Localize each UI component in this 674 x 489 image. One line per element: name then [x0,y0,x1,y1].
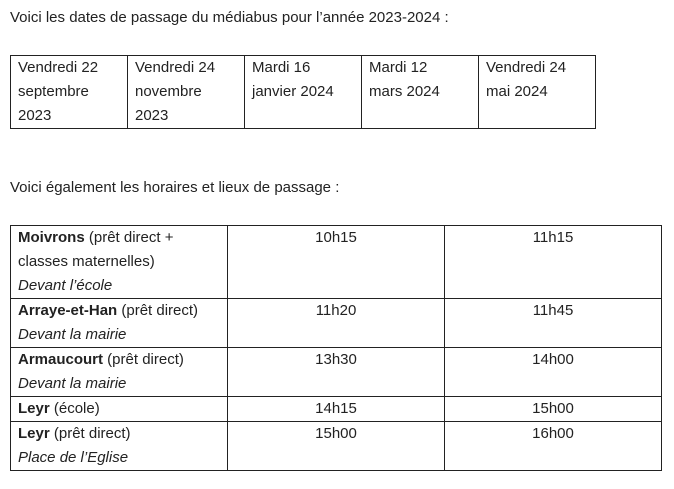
date-cell: Vendredi 24 mai 2024 [478,55,596,129]
dates-intro: Voici les dates de passage du médiabus p… [10,9,449,26]
arrival-time: 14h15 [227,396,445,422]
arrival-time: 15h00 [227,421,445,471]
place-cell: Leyr (école) [10,396,228,422]
arrival-time: 10h15 [227,225,445,299]
place-name: Leyr [18,425,50,442]
departure-time: 14h00 [444,347,662,397]
date-line: mars 2024 [369,83,440,100]
table-row: Leyr (prêt direct) Place de l’Eglise 15h0… [10,421,662,471]
place-type: (prêt direct) [103,351,184,368]
departure-time: 11h15 [444,225,662,299]
place-cell: Armaucourt (prêt direct) Devant la mairie [10,347,228,397]
table-row: Arraye-et-Han (prêt direct) Devant la mai… [10,298,662,348]
dates-row: Vendredi 22 septembre 2023 Vendredi 24 nove… [10,55,596,129]
date-line: 2023 [135,107,169,124]
place-cell: Leyr (prêt direct) Place de l’Eglise [10,421,228,471]
place-location: Devant l’école [18,277,113,294]
schedule-table: Moivrons (prêt direct + classes maternel… [10,225,662,471]
place-name: Arraye-et-Han [18,302,118,319]
departure-time: 11h45 [444,298,662,348]
date-line: Vendredi 24 [135,59,216,76]
date-cell: Vendredi 22 septembre 2023 [10,55,128,129]
schedule-intro: Voici également les horaires et lieux de… [10,179,340,196]
date-line: septembre [18,83,89,100]
date-line: novembre [135,83,202,100]
place-cell: Moivrons (prêt direct + classes maternel… [10,225,228,299]
date-line: Mardi 12 [369,59,428,76]
dates-table: Vendredi 22 septembre 2023 Vendredi 24 nove… [10,55,596,129]
place-cell: Arraye-et-Han (prêt direct) Devant la mai… [10,298,228,348]
date-cell: Mardi 16 janvier 2024 [244,55,362,129]
place-location: Devant la mairie [18,375,127,392]
place-type: (prêt direct) [49,425,131,442]
date-cell: Vendredi 24 novembre 2023 [127,55,245,129]
date-cell: Mardi 12 mars 2024 [361,55,479,129]
table-row: Leyr (école) 14h15 15h00 [10,396,662,422]
departure-time: 15h00 [444,396,662,422]
place-location: Place de l’Eglise [18,449,129,466]
date-line: 2023 [18,107,52,124]
place-name: Leyr [18,400,50,417]
arrival-time: 11h20 [227,298,445,348]
place-name: Armaucourt [18,351,104,368]
place-type: (prêt direct + classes maternelles) [18,229,174,270]
arrival-time: 13h30 [227,347,445,397]
date-line: janvier 2024 [252,83,334,100]
date-line: Mardi 16 [252,59,311,76]
table-row: Moivrons (prêt direct + classes maternel… [10,225,662,299]
place-location: Devant la mairie [18,326,127,343]
departure-time: 16h00 [444,421,662,471]
date-line: Vendredi 24 [486,59,567,76]
date-line: mai 2024 [486,83,548,100]
place-name: Moivrons [18,229,85,246]
place-type: (prêt direct) [117,302,199,319]
table-row: Armaucourt (prêt direct) Devant la mairie… [10,347,662,397]
place-type: (école) [49,400,100,417]
date-line: Vendredi 22 [18,59,99,76]
